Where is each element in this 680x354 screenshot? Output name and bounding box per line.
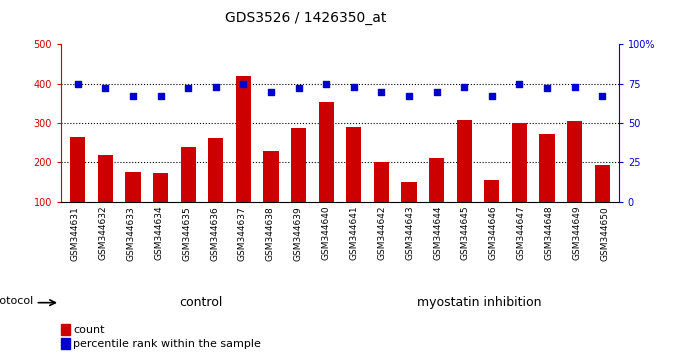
Point	[597, 93, 608, 99]
Text: control: control	[179, 296, 222, 309]
Bar	[208, 138, 223, 241]
Point	[431, 89, 442, 95]
Text: GSM344642: GSM344642	[377, 206, 386, 260]
Bar	[181, 147, 196, 241]
Point	[183, 86, 194, 91]
Bar	[374, 162, 389, 241]
Point	[569, 84, 580, 90]
Bar	[291, 128, 306, 241]
Point	[514, 81, 525, 86]
Text: GSM344638: GSM344638	[266, 206, 275, 261]
Text: GSM344648: GSM344648	[545, 206, 554, 261]
Bar	[567, 121, 582, 241]
Bar	[594, 165, 610, 241]
Text: GSM344647: GSM344647	[517, 206, 526, 261]
Text: GSM344636: GSM344636	[210, 206, 219, 261]
Bar	[429, 159, 444, 241]
Bar	[153, 173, 168, 241]
Text: GSM344635: GSM344635	[182, 206, 191, 261]
Text: GSM344646: GSM344646	[489, 206, 498, 261]
Bar	[61, 324, 69, 335]
Bar	[61, 338, 69, 349]
Text: GSM344644: GSM344644	[433, 206, 442, 260]
Bar	[319, 102, 334, 241]
Text: GSM344649: GSM344649	[573, 206, 581, 261]
Point	[155, 93, 166, 99]
Text: GSM344643: GSM344643	[405, 206, 414, 261]
Point	[100, 86, 111, 91]
Text: protocol: protocol	[0, 296, 34, 306]
Point	[266, 89, 277, 95]
Bar	[457, 120, 472, 241]
Text: myostatin inhibition: myostatin inhibition	[417, 296, 542, 309]
Point	[486, 93, 497, 99]
Text: GSM344637: GSM344637	[238, 206, 247, 261]
Bar	[484, 180, 499, 241]
Bar	[346, 127, 361, 241]
Bar	[125, 172, 141, 241]
Point	[541, 86, 552, 91]
Point	[128, 93, 139, 99]
Bar	[263, 152, 279, 241]
Point	[321, 81, 332, 86]
Text: GSM344639: GSM344639	[294, 206, 303, 261]
Bar	[401, 182, 417, 241]
Text: GSM344632: GSM344632	[99, 206, 107, 261]
Point	[293, 86, 304, 91]
Text: GSM344634: GSM344634	[154, 206, 163, 261]
Bar	[98, 154, 113, 241]
Text: GSM344631: GSM344631	[71, 206, 80, 261]
Text: GSM344641: GSM344641	[350, 206, 358, 261]
Text: GDS3526 / 1426350_at: GDS3526 / 1426350_at	[225, 11, 387, 25]
Bar	[512, 123, 527, 241]
Text: GSM344645: GSM344645	[461, 206, 470, 261]
Text: GSM344640: GSM344640	[322, 206, 330, 261]
Text: count: count	[73, 325, 105, 335]
Point	[238, 81, 249, 86]
Bar	[70, 137, 86, 241]
Point	[72, 81, 83, 86]
Text: GSM344633: GSM344633	[126, 206, 135, 261]
Text: percentile rank within the sample: percentile rank within the sample	[73, 339, 261, 349]
Bar	[539, 134, 555, 241]
Point	[459, 84, 470, 90]
Text: GSM344650: GSM344650	[600, 206, 609, 261]
Point	[210, 84, 221, 90]
Point	[348, 84, 359, 90]
Point	[376, 89, 387, 95]
Bar	[236, 76, 251, 241]
Point	[403, 93, 414, 99]
